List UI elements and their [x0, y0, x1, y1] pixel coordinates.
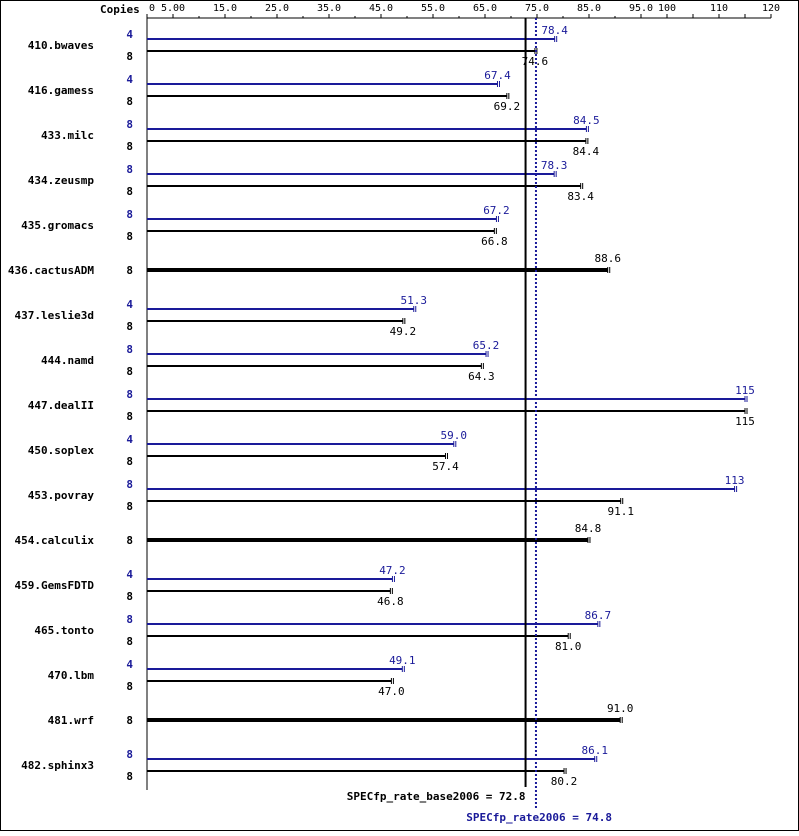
- base-value-label: 64.3: [468, 370, 495, 383]
- base-copies: 8: [126, 50, 133, 63]
- base-value-label: 46.8: [377, 595, 404, 608]
- benchmark-name: 436.cactusADM: [8, 264, 94, 277]
- base-copies: 8: [126, 95, 133, 108]
- x-tick-label: 95.0: [629, 3, 653, 14]
- base-value-label: 57.4: [432, 460, 459, 473]
- peak-copies: 8: [126, 163, 133, 176]
- peak-value-label: 86.7: [585, 609, 612, 622]
- x-tick-label: 100: [658, 3, 676, 14]
- base-copies: 8: [126, 770, 133, 783]
- benchmark-name: 416.gamess: [28, 84, 94, 97]
- base-value-label: 91.1: [607, 505, 634, 518]
- base-copies: 8: [126, 590, 133, 603]
- benchmark-name: 465.tonto: [34, 624, 94, 637]
- x-tick-label: 35.0: [317, 3, 341, 14]
- benchmark-name: 447.dealII: [28, 399, 94, 412]
- peak-copies: 8: [126, 208, 133, 221]
- peak-copies: 4: [126, 658, 133, 671]
- base-value-label: 47.0: [378, 685, 405, 698]
- base-copies: 8: [126, 534, 133, 547]
- base-value-label: 88.6: [594, 252, 621, 265]
- peak-value-label: 47.2: [379, 564, 406, 577]
- peak-copies: 4: [126, 298, 133, 311]
- benchmark-name: 470.lbm: [48, 669, 95, 682]
- base-copies: 8: [126, 230, 133, 243]
- base-value-label: 74.6: [522, 55, 549, 68]
- peak-copies: 8: [126, 478, 133, 491]
- peak-copies: 4: [126, 568, 133, 581]
- base-value-label: 115: [735, 415, 755, 428]
- base-copies: 8: [126, 185, 133, 198]
- x-tick-label: 5.00: [161, 3, 185, 14]
- x-tick-label: 25.0: [265, 3, 289, 14]
- base-copies: 8: [126, 264, 133, 277]
- base-value-label: 49.2: [390, 325, 417, 338]
- x-tick-label: 75.0: [525, 3, 549, 14]
- base-summary-label: SPECfp_rate_base2006 = 72.8: [347, 790, 526, 803]
- peak-value-label: 113: [725, 474, 745, 487]
- peak-copies: 8: [126, 388, 133, 401]
- base-value-label: 84.8: [575, 522, 602, 535]
- peak-copies: 8: [126, 613, 133, 626]
- benchmark-name: 444.namd: [41, 354, 94, 367]
- benchmark-name: 433.milc: [41, 129, 94, 142]
- peak-value-label: 78.4: [541, 24, 568, 37]
- base-value-label: 66.8: [481, 235, 508, 248]
- x-tick-label: 65.0: [473, 3, 497, 14]
- peak-copies: 4: [126, 28, 133, 41]
- base-value-label: 91.0: [607, 702, 634, 715]
- base-copies: 8: [126, 680, 133, 693]
- base-copies: 8: [126, 500, 133, 513]
- benchmark-name: 459.GemsFDTD: [15, 579, 95, 592]
- peak-value-label: 67.2: [483, 204, 510, 217]
- x-tick-label: 15.0: [213, 3, 237, 14]
- benchmark-name: 454.calculix: [15, 534, 95, 547]
- base-copies: 8: [126, 410, 133, 423]
- peak-copies: 4: [126, 73, 133, 86]
- benchmark-name: 435.gromacs: [21, 219, 94, 232]
- benchmark-name: 450.soplex: [28, 444, 95, 457]
- peak-value-label: 51.3: [401, 294, 428, 307]
- peak-summary-label: SPECfp_rate2006 = 74.8: [466, 811, 612, 824]
- x-tick-label: 55.0: [421, 3, 445, 14]
- base-copies: 8: [126, 320, 133, 333]
- peak-copies: 8: [126, 343, 133, 356]
- benchmark-name: 482.sphinx3: [21, 759, 94, 772]
- base-value-label: 83.4: [567, 190, 594, 203]
- benchmark-name: 453.povray: [28, 489, 95, 502]
- peak-value-label: 49.1: [389, 654, 416, 667]
- x-tick-label: 120: [762, 3, 780, 14]
- benchmark-name: 481.wrf: [48, 714, 94, 727]
- x-tick-label: 0: [149, 3, 155, 14]
- base-copies: 8: [126, 140, 133, 153]
- benchmark-name: 437.leslie3d: [15, 309, 94, 322]
- peak-value-label: 115: [735, 384, 755, 397]
- x-tick-label: 110: [710, 3, 728, 14]
- base-copies: 8: [126, 455, 133, 468]
- peak-value-label: 84.5: [573, 114, 600, 127]
- peak-value-label: 59.0: [441, 429, 468, 442]
- base-value-label: 69.2: [494, 100, 521, 113]
- base-value-label: 84.4: [573, 145, 600, 158]
- base-value-label: 81.0: [555, 640, 582, 653]
- x-tick-label: 85.0: [577, 3, 601, 14]
- base-value-label: 80.2: [551, 775, 578, 788]
- base-copies: 8: [126, 635, 133, 648]
- base-copies: 8: [126, 714, 133, 727]
- benchmark-name: 410.bwaves: [28, 39, 94, 52]
- peak-value-label: 78.3: [541, 159, 568, 172]
- peak-value-label: 86.1: [581, 744, 608, 757]
- peak-value-label: 67.4: [484, 69, 511, 82]
- copies-header: Copies: [100, 3, 140, 16]
- peak-copies: 8: [126, 748, 133, 761]
- benchmark-name: 434.zeusmp: [28, 174, 95, 187]
- x-tick-label: 45.0: [369, 3, 393, 14]
- peak-copies: 4: [126, 433, 133, 446]
- peak-copies: 8: [126, 118, 133, 131]
- peak-value-label: 65.2: [473, 339, 500, 352]
- base-copies: 8: [126, 365, 133, 378]
